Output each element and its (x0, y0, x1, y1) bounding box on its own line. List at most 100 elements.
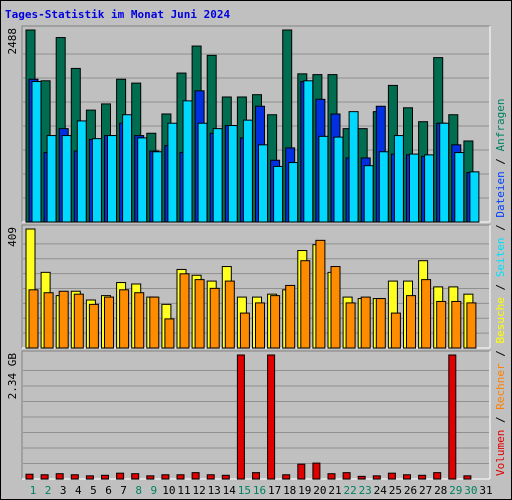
bar-rechner (451, 300, 462, 349)
x-day-label: 12 (192, 484, 205, 497)
x-day-label: 10 (162, 484, 175, 497)
bar-seiten (227, 125, 238, 223)
x-day-label: 26 (404, 484, 417, 497)
bar-seiten (182, 100, 193, 223)
bar-seiten (318, 135, 329, 223)
legend-separator: / (494, 344, 507, 364)
bar-seiten (212, 128, 223, 223)
bar-seiten (424, 154, 435, 223)
bar-rechner (73, 293, 84, 349)
x-day-label: 8 (135, 484, 142, 497)
x-day-label: 25 (389, 484, 402, 497)
bar-rechner (224, 280, 235, 349)
x-day-label: 13 (208, 484, 221, 497)
bar-seiten (348, 111, 359, 223)
bar-seiten (61, 135, 72, 223)
legend-item: Rechner (494, 363, 507, 410)
x-day-label: 30 (464, 484, 477, 497)
y-max-label: 409 (6, 227, 19, 247)
bar-volumen (40, 474, 49, 480)
bar-rechner (209, 287, 220, 349)
legend-item: Anfragen (494, 98, 507, 151)
x-day-label: 1 (30, 484, 37, 497)
x-day-label: 18 (283, 484, 296, 497)
bar-seiten (242, 119, 253, 223)
x-day-label: 4 (75, 484, 82, 497)
x-day-label: 19 (298, 484, 311, 497)
legend-item: Seiten (494, 238, 507, 278)
bar-volumen (387, 472, 396, 480)
bar-volumen (221, 474, 230, 480)
bar-rechner (421, 279, 432, 349)
bar-volumen (448, 354, 457, 480)
x-day-label: 23 (359, 484, 372, 497)
x-day-label: 20 (313, 484, 326, 497)
y-max-label: 2.34 GB (6, 353, 19, 400)
bar-seiten (137, 137, 148, 223)
bar-rechner (436, 300, 447, 349)
bar-volumen (342, 472, 351, 480)
bar-volumen (101, 474, 109, 480)
plot-panel (21, 350, 491, 480)
bar-rechner (360, 296, 371, 349)
chart-title: Tages-Statistik im Monat Juni 2024 (5, 8, 231, 21)
legend-item: Besuche (494, 297, 507, 343)
bar-seiten (258, 144, 268, 223)
bar-volumen (146, 475, 155, 480)
bar-rechner (390, 312, 401, 349)
bar-seiten (197, 122, 208, 223)
bar-rechner (270, 295, 281, 349)
y-max-label: 2488 (6, 28, 19, 55)
bar-rechner (104, 296, 114, 349)
x-day-label: 14 (223, 484, 237, 497)
x-day-label: 7 (120, 484, 127, 497)
bar-volumen (357, 475, 366, 480)
bar-seiten (152, 151, 163, 223)
legend-item: Dateien (494, 171, 507, 217)
bar-volumen (463, 475, 472, 480)
bar-volumen (372, 475, 381, 480)
x-day-label: 9 (150, 484, 157, 497)
bar-rechner (285, 284, 296, 349)
x-day-label: 29 (449, 484, 462, 497)
bar-volumen (418, 474, 427, 480)
x-day-label: 28 (434, 484, 447, 497)
bar-rechner (149, 296, 160, 349)
bar-rechner (406, 295, 416, 349)
bar-rechner (466, 302, 477, 349)
bar-seiten (378, 151, 389, 223)
bar-seiten (76, 120, 87, 223)
bar-seiten (167, 122, 178, 223)
bar-rechner (375, 298, 386, 349)
bar-volumen (176, 474, 185, 480)
bar-rechner (194, 279, 205, 349)
bar-rechner (345, 302, 356, 349)
bar-seiten (46, 135, 57, 223)
bar-volumen (55, 473, 64, 480)
bar-seiten (409, 153, 419, 223)
bar-volumen (191, 472, 200, 480)
x-day-label: 22 (343, 484, 356, 497)
bar-volumen (267, 354, 276, 480)
bar-volumen (403, 474, 411, 480)
bar-rechner (119, 289, 130, 349)
x-day-label: 6 (105, 484, 112, 497)
bar-volumen (70, 474, 79, 480)
bar-rechner (28, 289, 39, 349)
bar-volumen (433, 472, 442, 480)
bar-rechner (134, 292, 145, 349)
x-day-label: 15 (238, 484, 251, 497)
bar-seiten (439, 122, 450, 223)
x-day-label: 16 (253, 484, 266, 497)
bar-volumen (252, 472, 260, 480)
bar-rechner (58, 290, 69, 349)
bar-rechner (164, 318, 175, 349)
bar-volumen (206, 474, 215, 480)
x-day-label: 2 (45, 484, 52, 497)
bar-volumen (25, 473, 34, 480)
bar-seiten (273, 165, 284, 223)
bar-seiten (454, 152, 465, 223)
legend-separator: / (494, 218, 507, 238)
bar-volumen (85, 475, 94, 480)
